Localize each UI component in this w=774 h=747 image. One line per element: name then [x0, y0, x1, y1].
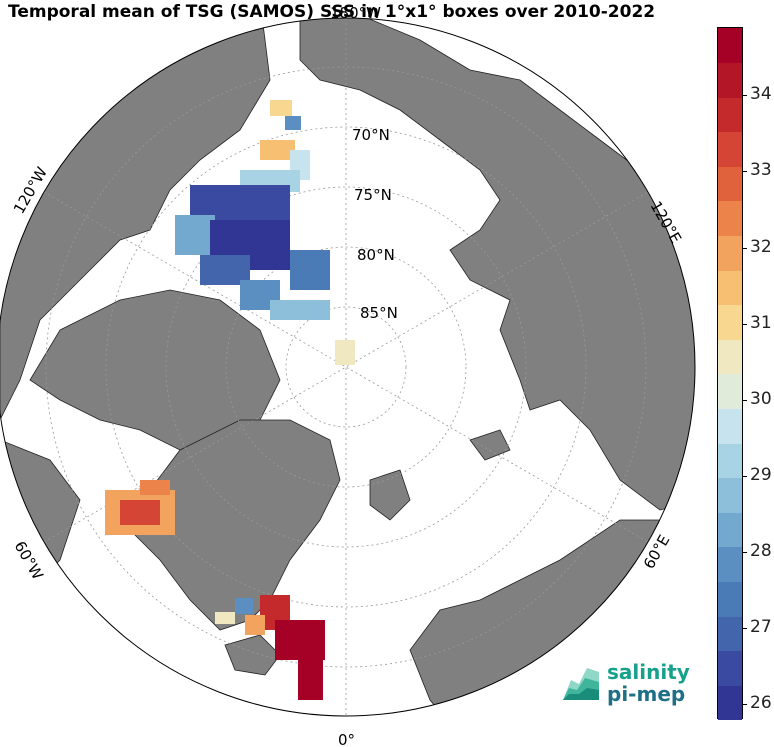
logo-line2: pi-mep: [607, 682, 686, 706]
sss-boxes-nordic-seas: [215, 595, 325, 700]
colorbar-segment: [718, 166, 742, 202]
lon-label-60w: 60°W: [11, 538, 47, 583]
colorbar-tick-mark: [743, 703, 747, 705]
lon-label-0: 0°: [338, 731, 355, 747]
colorbar-segment: [718, 270, 742, 306]
logo-graphic: [563, 668, 599, 700]
colorbar-segment: [718, 581, 742, 617]
land-russia: [299, 18, 695, 511]
colorbar-segment: [718, 374, 742, 410]
colorbar-tick-mark: [743, 475, 747, 477]
colorbar-segment: [718, 97, 742, 133]
colorbar-tick-label: 31: [750, 312, 772, 333]
colorbar-segment: [718, 408, 742, 444]
colorbar-segment: [718, 62, 742, 98]
lat-label-85: 85°N: [360, 304, 398, 322]
land-iceland: [224, 634, 281, 676]
lat-label-75: 75°N: [354, 186, 392, 204]
logo-line1: salinity: [607, 660, 690, 684]
colorbar-tick-label: 26: [750, 692, 772, 713]
colorbar-tick-mark: [743, 171, 747, 173]
colorbar-segment: [718, 201, 742, 237]
colorbar: [717, 27, 743, 721]
colorbar-tick-mark: [743, 247, 747, 249]
land-svalbard: [369, 469, 411, 521]
colorbar-segment: [718, 685, 742, 721]
colorbar-tick-label: 27: [750, 616, 772, 637]
sss-boxes-baffin: [105, 480, 175, 535]
colorbar-tick-mark: [743, 323, 747, 325]
colorbar-tick-mark: [743, 399, 747, 401]
lat-label-70: 70°N: [352, 126, 390, 144]
colorbar-segment: [718, 650, 742, 686]
colorbar-segment: [718, 512, 742, 548]
map-boundary: [0, 17, 696, 717]
colorbar-tick-label: 34: [750, 84, 772, 105]
colorbar-segment: [718, 304, 742, 340]
colorbar-tick-mark: [743, 551, 747, 553]
colorbar-segment: [718, 443, 742, 479]
colorbar-tick-label: 28: [750, 540, 772, 561]
colorbar-tick-mark: [743, 627, 747, 629]
sss-boxes-pacific-sector: [175, 100, 355, 365]
colorbar-segment: [718, 131, 742, 167]
polar-map: 70°N 75°N 80°N 85°N 180°W 120°W 60°W 0° …: [0, 4, 696, 747]
lon-label-180w: 180°W: [330, 4, 381, 22]
colorbar-segment: [718, 477, 742, 513]
colorbar-segment: [718, 616, 742, 652]
colorbar-tick-label: 29: [750, 464, 772, 485]
salinity-pi-mep-logo: salinity pi-mep: [559, 660, 699, 708]
colorbar-tick-label: 30: [750, 388, 772, 409]
land-franz-josef: [469, 429, 511, 461]
colorbar-segment: [718, 28, 742, 64]
colorbar-tick-label: 32: [750, 236, 772, 257]
colorbar-segment: [718, 547, 742, 583]
colorbar-tick-mark: [743, 95, 747, 97]
chart-title: Temporal mean of TSG (SAMOS) SSS in 1°x1…: [8, 2, 656, 22]
colorbar-segment: [718, 235, 742, 271]
lat-label-80: 80°N: [357, 246, 395, 264]
colorbar-tick-label: 33: [750, 160, 772, 181]
colorbar-segment: [718, 339, 742, 375]
